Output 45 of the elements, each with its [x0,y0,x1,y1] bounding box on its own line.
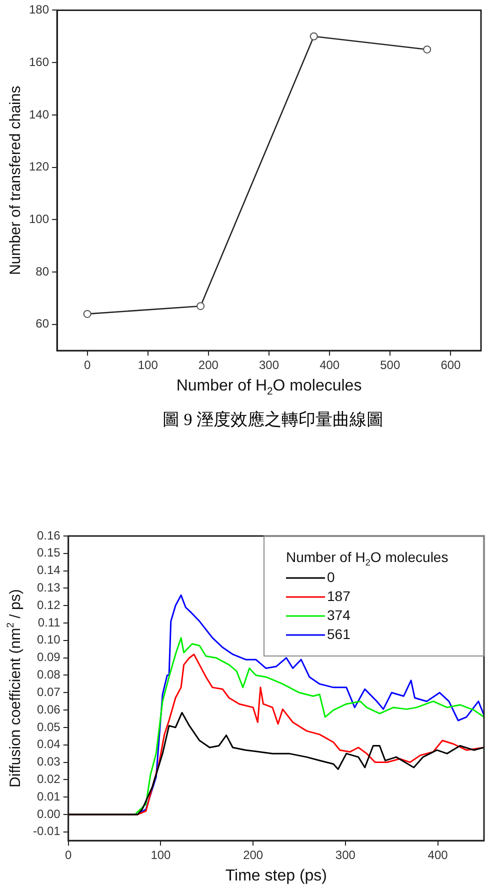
x-tick-label: 100 [150,848,172,862]
legend-label: 374 [327,606,351,623]
legend-label: 0 [327,568,335,585]
y-tick-label: 0.04 [36,737,61,752]
y-tick-label: 0.02 [36,772,61,786]
x-tick-label: 400 [428,848,448,862]
y-tick-label: 0.00 [36,806,61,821]
y-tick-label: -0.01 [32,824,61,838]
y-tick-label: 0.03 [36,754,61,769]
y-tick-label: 100 [28,212,50,226]
y-tick-label: 0.13 [36,580,61,595]
y-tick-label: 60 [36,316,50,331]
y-tick-label: 0.12 [36,598,61,612]
x-tick-label: 200 [243,848,264,862]
x-tick-label: 400 [320,358,340,372]
y-tick-label: 160 [28,54,50,69]
x-axis-title: Time step (ps) [225,867,328,884]
y-tick-label: 0.06 [36,702,61,716]
y-tick-label: 80 [36,264,50,278]
x-tick-label: 0 [65,848,72,862]
legend-label: 187 [327,588,351,604]
legend-label: 561 [327,626,351,642]
x-tick-label: 200 [198,358,219,372]
x-tick-label: 0 [84,358,91,372]
x-tick-label: 100 [138,358,158,372]
x-tick-label: 300 [258,358,280,372]
y-axis-title: Number of transfered chains [7,86,24,276]
y-tick-label: 0.01 [36,789,61,804]
x-tick-label: 500 [380,358,400,372]
y-tick-label: 0.14 [36,563,61,578]
y-tick-label: 0.16 [36,528,61,542]
y-tick-label: 140 [28,107,50,122]
y-tick-label: 0.07 [36,684,61,699]
y-tick-label: 180 [28,2,50,17]
y-tick-label: 0.10 [36,632,61,647]
y-tick-label: 0.15 [36,546,61,560]
y-axis-title: Diffusion coefficient (nm2 / ps) [5,589,24,788]
y-tick-label: 0.09 [36,650,61,664]
y-tick-label: 0.11 [38,615,61,630]
x-tick-label: 300 [335,848,356,862]
y-tick-label: 120 [28,160,50,174]
y-tick-label: 0.08 [36,668,61,682]
caption: 圖 9 溼度效應之轉印量曲線圖 [162,409,384,431]
y-tick-label: 0.05 [36,720,61,734]
x-tick-label: 600 [440,358,462,372]
